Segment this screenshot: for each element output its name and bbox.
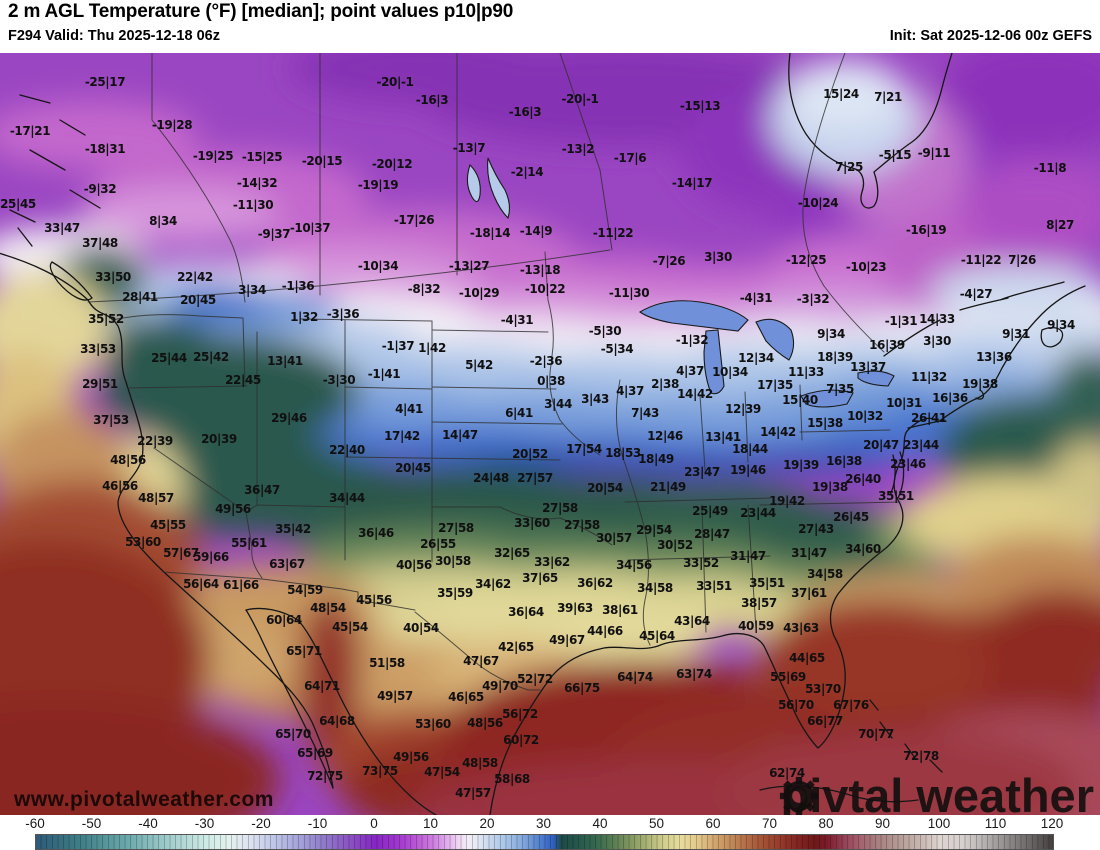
colorbar-footer: -60 -50 -40 -30 -20 -10 0 10 20 30 40 50 60 70 80 90 100… (0, 815, 1100, 850)
colorbar-tick-label: 80 (818, 816, 834, 831)
colorbar-tick-label: 70 (761, 816, 778, 831)
colorbar-tick-label: 10 (422, 816, 439, 831)
coastline (0, 53, 1086, 815)
colorbar-ticks: -60 -50 -40 -30 -20 -10 0 10 20 30 40 50 60 70 80 90 100… (0, 816, 1100, 831)
temperature-field (0, 53, 1100, 815)
colorbar-tick-label: 90 (874, 816, 891, 831)
colorbar-tick-label: -50 (81, 816, 102, 831)
colorbar-tick-label: 110 (984, 816, 1007, 831)
colorbar-gradient (35, 834, 1054, 850)
colorbar-tick-label: 20 (479, 816, 495, 831)
valid-time-label: F294 Valid: Thu 2025-12-18 06z (8, 28, 220, 44)
colorbar-tick-label: 0 (370, 816, 378, 831)
colorbar-tick-label: 120 (1040, 816, 1064, 831)
colorbar-tick-label: 100 (927, 816, 951, 831)
init-time-label: Init: Sat 2025-12-06 00z GEFS (889, 28, 1092, 44)
state-borders (87, 53, 901, 691)
colorbar-tick-label: -40 (138, 816, 158, 831)
colorbar-tick-label: 60 (705, 816, 721, 831)
brand-text-post: tal weather (848, 769, 1094, 815)
weather-map: -25|17 -17|21 -19|28 -18|31 -19|25 -15|25 -20|… (0, 53, 1100, 815)
colorbar-tick-label: -10 (307, 816, 328, 831)
colorbar-tick-label: -30 (194, 816, 215, 831)
colorbar-tick-label: 30 (535, 816, 552, 831)
brand-watermark: piv tal weather (779, 769, 1094, 815)
colorbar-hatch (36, 835, 1053, 849)
colorbar-tick-label: 50 (648, 816, 665, 831)
temperature-field-canvas (0, 53, 1100, 815)
gear-icon (779, 776, 818, 815)
colorbar-tick-label: -20 (251, 816, 271, 831)
great-lakes (466, 157, 895, 408)
site-watermark: www.pivotalweather.com (14, 788, 274, 811)
header: 2 m AGL Temperature (°F) [median]; point… (0, 0, 1100, 53)
colorbar-tick-label: 40 (592, 816, 608, 831)
page-title: 2 m AGL Temperature (°F) [median]; point… (8, 1, 514, 22)
colorbar-tick-label: -60 (25, 816, 45, 831)
